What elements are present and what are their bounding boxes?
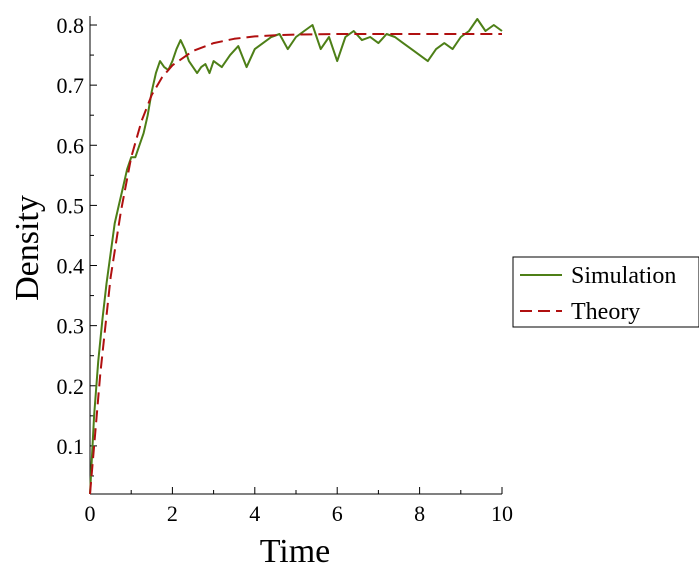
- y-tick-label: 0.6: [57, 133, 85, 158]
- legend: Simulation Theory: [512, 256, 699, 328]
- y-tick-label: 0.4: [57, 254, 85, 279]
- x-tick-label: 10: [491, 501, 513, 526]
- x-tick-label: 4: [249, 501, 260, 526]
- series-line-theory: [89, 33, 502, 495]
- y-tick-label: 0.1: [57, 434, 85, 459]
- ticks: 0 2 4 6 8 10 0.1 0.2 0.3 0.4 0.5 0.6 0.7 0.8: [57, 13, 514, 526]
- x-axis-title: Time: [260, 533, 331, 569]
- y-axis-title: Density: [9, 195, 46, 301]
- legend-label-simulation: Simulation: [571, 263, 676, 289]
- series-line-simulation: [89, 18, 503, 495]
- y-tick-label: 0.5: [57, 193, 85, 218]
- y-tick-label: 0.2: [57, 374, 85, 399]
- x-tick-label: 2: [167, 501, 178, 526]
- x-tick-label: 0: [85, 501, 96, 526]
- legend-label-theory: Theory: [571, 299, 640, 325]
- series-layer: [89, 18, 503, 495]
- x-tick-label: 6: [332, 501, 343, 526]
- y-tick-label: 0.3: [57, 314, 85, 339]
- legend-box: [512, 256, 699, 328]
- y-tick-label: 0.7: [57, 73, 85, 98]
- x-tick-label: 8: [414, 501, 425, 526]
- y-tick-label: 0.8: [57, 13, 85, 38]
